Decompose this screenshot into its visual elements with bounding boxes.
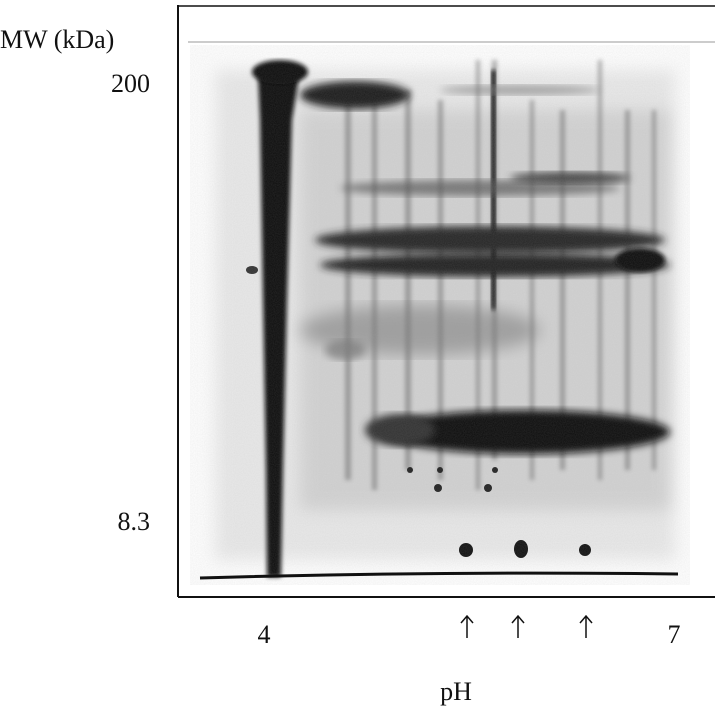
- y-tick-label: 200: [111, 69, 150, 98]
- y-tick-label: 8.3: [118, 507, 151, 536]
- x-axis-title: pH: [440, 677, 472, 706]
- spot-arrows: [460, 614, 593, 638]
- y-axis-title: MW (kDa): [0, 25, 114, 54]
- x-tick-label: 7: [668, 620, 681, 649]
- x-tick-label: 4: [258, 620, 271, 649]
- gel: [215, 60, 675, 577]
- gel-bottom-edge: [199, 571, 679, 580]
